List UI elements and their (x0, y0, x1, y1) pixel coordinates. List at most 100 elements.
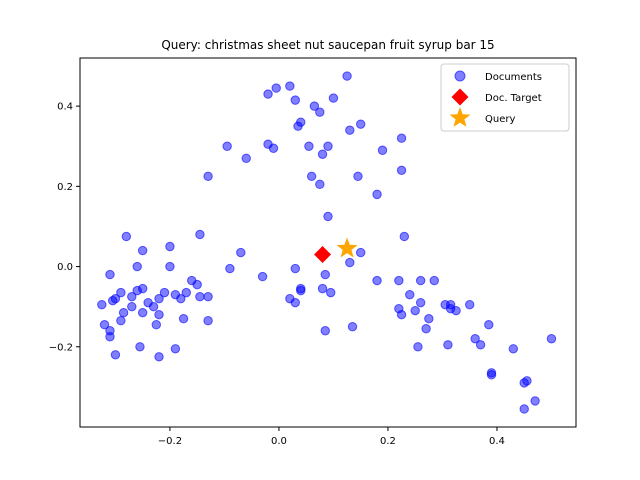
document-point (225, 263, 235, 274)
document-point (315, 107, 325, 117)
document-point (236, 247, 246, 258)
document-point (293, 121, 303, 131)
document-point (257, 271, 268, 282)
y-tick-label: 0.2 (57, 182, 73, 193)
document-point (127, 301, 137, 312)
document-point (323, 141, 333, 151)
document-point (470, 334, 480, 344)
document-point (377, 145, 388, 155)
document-point (421, 324, 431, 334)
document-point (399, 231, 410, 242)
document-point (413, 342, 423, 352)
document-point (137, 307, 148, 318)
legend-box (440, 63, 570, 132)
y-tick-label: 0.0 (57, 262, 73, 273)
document-point (396, 133, 407, 143)
document-point (347, 322, 358, 332)
document-point (309, 101, 320, 111)
document-point (222, 141, 232, 151)
document-point (108, 295, 118, 306)
document-point (268, 143, 279, 153)
document-point (342, 71, 352, 81)
document-point (195, 229, 205, 240)
document-point (203, 291, 213, 302)
document-point (271, 83, 281, 93)
document-point (405, 289, 415, 300)
document-point (203, 171, 213, 182)
document-point (372, 275, 382, 286)
chart-title: Query: christmas sheet nut saucepan frui… (161, 38, 494, 52)
document-point (285, 81, 295, 91)
document-point (326, 287, 336, 298)
document-point (178, 314, 189, 324)
document-point (296, 285, 306, 296)
document-point (116, 287, 126, 298)
document-point (317, 149, 328, 159)
document-point (443, 340, 453, 350)
y-tick-label: −0.2 (49, 342, 73, 353)
document-point (465, 299, 475, 310)
document-point (187, 275, 197, 286)
document-point (328, 93, 339, 103)
document-point (105, 269, 115, 280)
document-point (263, 89, 273, 99)
document-point (170, 344, 181, 354)
document-point (97, 299, 107, 310)
document-point (345, 257, 355, 268)
document-point (315, 179, 325, 190)
document-point (306, 171, 317, 182)
document-point (304, 141, 314, 151)
document-point (290, 297, 300, 308)
document-point (105, 332, 115, 342)
document-point (415, 297, 426, 308)
plot-frame (79, 57, 577, 428)
document-point (429, 275, 439, 286)
document-point (486, 370, 497, 380)
document-point (475, 340, 486, 350)
document-point (181, 287, 191, 298)
document-point (165, 241, 175, 252)
x-axis: −0.2 0.0 0.2 0.4 (158, 427, 505, 447)
document-point (451, 305, 461, 316)
document-point (484, 320, 494, 330)
document-point (154, 309, 164, 320)
document-point (317, 283, 328, 294)
document-point (410, 305, 420, 316)
document-point (159, 287, 170, 298)
legend-label-documents: Documents (485, 72, 542, 83)
doc-target-point (314, 246, 332, 264)
document-point (132, 261, 142, 272)
legend: Documents Doc. Target Query (440, 63, 570, 132)
document-point (110, 350, 121, 360)
legend-query-marker (449, 107, 471, 127)
document-point (356, 247, 366, 258)
legend-target-marker (451, 88, 469, 106)
plot-marks (97, 71, 557, 414)
document-point (241, 153, 251, 163)
document-point (151, 320, 162, 330)
document-point (396, 165, 407, 176)
x-tick-label: 0.4 (489, 436, 505, 447)
document-point (290, 263, 300, 274)
document-point (290, 95, 300, 105)
y-tick-label: 0.4 (57, 102, 73, 113)
document-point (135, 342, 145, 352)
document-point (118, 307, 129, 318)
x-tick-label: 0.0 (271, 436, 287, 447)
document-point (137, 283, 148, 294)
document-point (165, 261, 175, 272)
legend-label-query: Query (485, 114, 515, 125)
document-point (508, 344, 519, 354)
document-point (137, 245, 148, 256)
document-point (415, 275, 426, 286)
document-point (546, 334, 557, 344)
document-point (424, 314, 434, 324)
document-point (320, 326, 330, 336)
document-point (356, 119, 366, 129)
legend-label-target: Doc. Target (485, 93, 542, 104)
document-point (203, 316, 213, 326)
legend-documents-marker (454, 70, 466, 82)
document-point (519, 404, 529, 414)
document-point (353, 171, 363, 182)
